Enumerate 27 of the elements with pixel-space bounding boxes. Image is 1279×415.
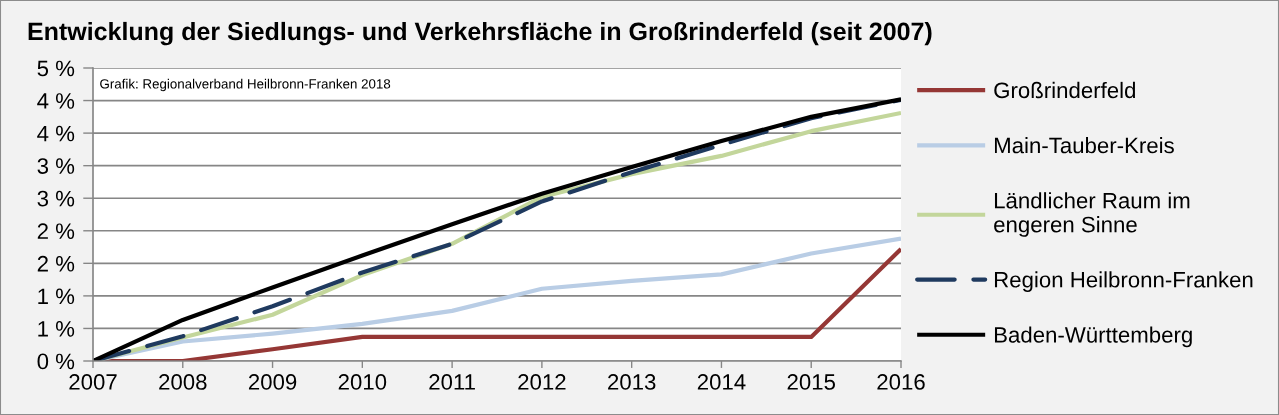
x-tick-label: 2009 bbox=[248, 374, 297, 390]
annotation: Grafik: Regionalverband Heilbronn-Franken 2018 bbox=[100, 78, 391, 92]
x-tick-label: 2007 bbox=[69, 374, 117, 390]
y-tick-label: 2 % bbox=[37, 255, 75, 272]
x-tick-label: 2008 bbox=[159, 374, 207, 390]
y-tick-label: 4 % bbox=[37, 93, 75, 109]
y-tick-label: 3 % bbox=[37, 190, 75, 207]
x-tick-label: 2013 bbox=[608, 374, 656, 390]
y-tick-label: 5 % bbox=[37, 60, 75, 77]
x-tick-label: 2012 bbox=[518, 374, 566, 390]
legend-label: Baden-Württemberg bbox=[994, 326, 1192, 348]
y-tick-label: 4 % bbox=[37, 125, 75, 142]
x-tick-label: 2014 bbox=[697, 374, 746, 390]
x-tick-label: 2010 bbox=[338, 374, 387, 390]
x-tick-label: 2015 bbox=[787, 374, 836, 390]
legend-label: Ländlicher Raum im engeren Sinne bbox=[994, 192, 1190, 237]
legend-label: Großrinderfeld bbox=[994, 81, 1135, 99]
x-tick-label: 2016 bbox=[877, 374, 925, 390]
y-tick-label: 3 % bbox=[37, 158, 75, 174]
y-tick-label: 0 % bbox=[37, 353, 75, 370]
y-tick-label: 1 % bbox=[38, 321, 75, 337]
y-tick-label: 1 % bbox=[38, 288, 75, 305]
legend-label: Region Heilbronn-Franken bbox=[994, 271, 1253, 292]
legend-label: Main-Tauber-Kreis bbox=[994, 137, 1174, 154]
x-tick-label: 2011 bbox=[429, 374, 475, 390]
y-tick-label: 2 % bbox=[37, 223, 75, 239]
chart-title: Entwicklung der Siedlungs- und Verkehrsfläche in Großrinderfeld (seit 2007) bbox=[28, 21, 932, 46]
